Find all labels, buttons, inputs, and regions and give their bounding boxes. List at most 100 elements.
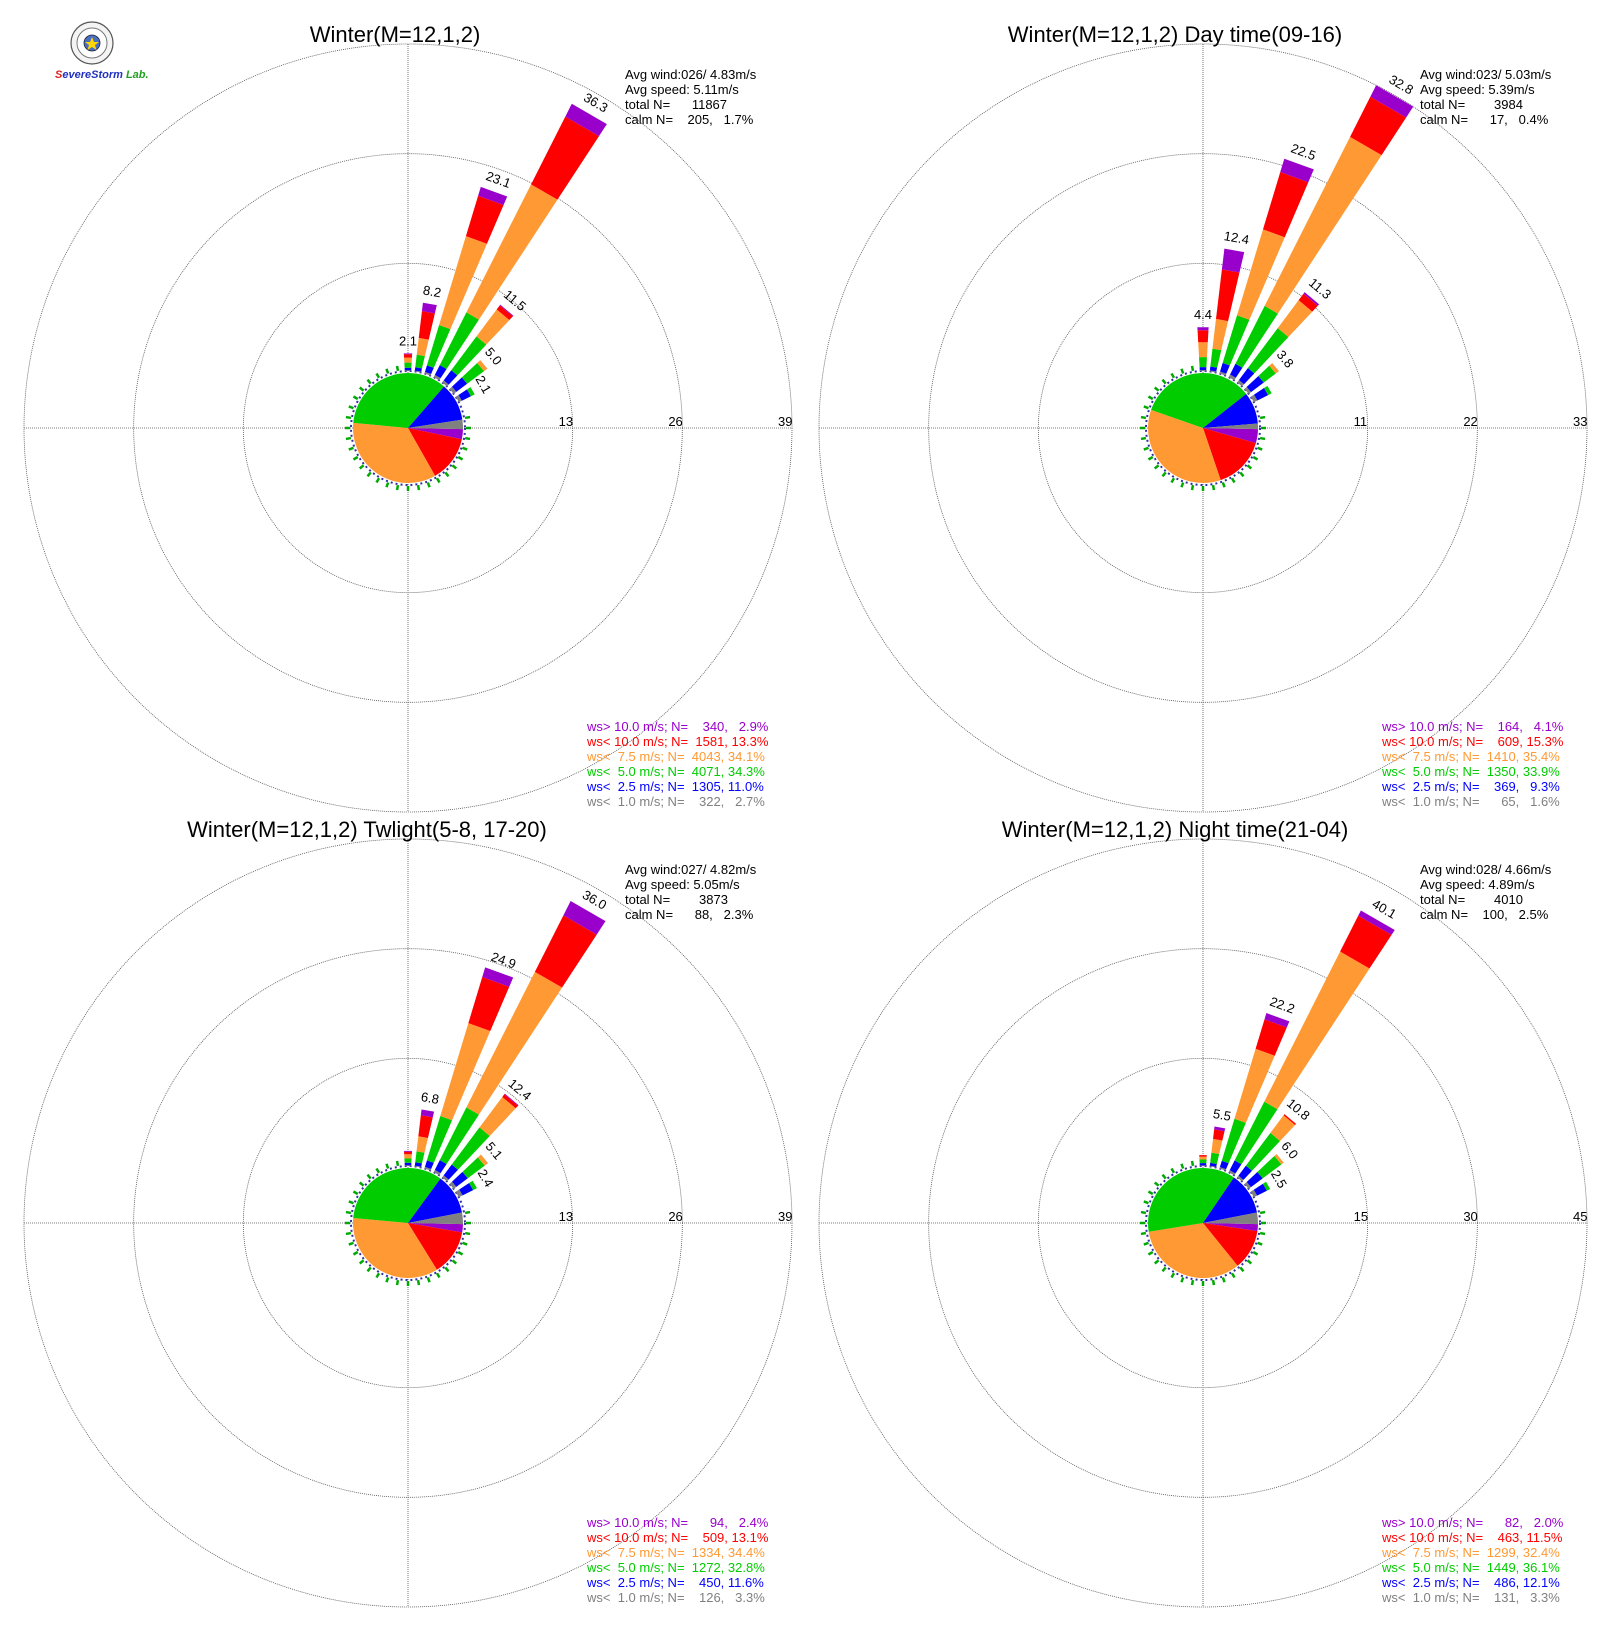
petal-segment: [1269, 363, 1279, 374]
stat-line: calm N= 88, 2.3%: [625, 907, 754, 922]
petal-segment: [1303, 292, 1320, 306]
petal-segment: [449, 1181, 457, 1189]
pie-slice: [408, 386, 463, 428]
range-ring-label: 33: [1573, 414, 1587, 429]
direction-tick: [358, 386, 365, 392]
panel-title: Winter(M=12,1,2) Twlight(5-8, 17-20): [187, 817, 547, 842]
pie-slice: [1148, 1168, 1234, 1232]
pie-slice: [408, 1212, 464, 1225]
direction-tick: [1170, 477, 1176, 484]
petal-segment: [424, 1166, 432, 1171]
direction-tick: [345, 1231, 352, 1236]
petal-segment: [1254, 388, 1269, 401]
legend-entry: ws< 1.0 m/s; N= 322, 2.7%: [586, 794, 765, 809]
petal-total-label: 40.1: [1370, 896, 1399, 922]
stat-line: Avg wind:023/ 5.03m/s: [1420, 67, 1552, 82]
direction-tick: [395, 484, 400, 491]
petal-segment: [442, 380, 449, 387]
direction-tick: [366, 378, 372, 385]
petal-segment: [1274, 1153, 1284, 1165]
direction-tick: [1161, 1266, 1167, 1273]
direction-tick: [435, 1272, 441, 1279]
petal-segment: [1350, 96, 1407, 156]
logo-letters: S: [55, 69, 63, 81]
petal-segment: [424, 371, 432, 376]
direction-tick: [1221, 1277, 1226, 1283]
petal-segment: [424, 365, 434, 375]
direction-tick: [348, 1241, 354, 1246]
direction-tick: [1143, 1200, 1149, 1205]
legend-entry: ws< 5.0 m/s; N= 4071, 34.3%: [586, 764, 765, 779]
petal-total-label: 36.3: [581, 90, 610, 116]
pie-slice: [1203, 1223, 1258, 1232]
petal-total-label: 22.2: [1268, 994, 1297, 1017]
direction-tick: [1239, 471, 1245, 478]
direction-tick: [1153, 386, 1160, 392]
direction-tick: [352, 455, 359, 461]
petal-segment: [1209, 1165, 1217, 1168]
direction-tick: [464, 436, 471, 441]
stat-line: Avg wind:028/ 4.66m/s: [1420, 862, 1552, 877]
legend-entry: ws< 7.5 m/s; N= 1410, 35.4%: [1381, 749, 1560, 764]
range-ring: [928, 948, 1478, 1498]
direction-tick: [451, 1259, 458, 1265]
petal-segment: [502, 1094, 519, 1109]
petal-segment: [455, 1189, 463, 1198]
legend-entry: ws> 10.0 m/s; N= 340, 2.9%: [586, 719, 769, 734]
stat-line: calm N= 205, 1.7%: [625, 112, 754, 127]
pie-slice: [408, 428, 463, 440]
direction-tick: [1161, 1173, 1167, 1180]
stat-line: calm N= 17, 0.4%: [1420, 112, 1549, 127]
petal-segment: [1212, 318, 1229, 351]
direction-tick: [1180, 368, 1185, 374]
direction-tick: [1211, 1279, 1216, 1286]
direction-tick: [1211, 484, 1216, 491]
range-ring-label: 26: [668, 414, 682, 429]
petal-segment: [1262, 172, 1309, 238]
petal-segment: [1214, 1126, 1226, 1132]
petal-segment: [534, 915, 597, 988]
petal-segment: [1244, 386, 1252, 394]
petal-segment: [1270, 1115, 1296, 1141]
petal-segment: [449, 386, 457, 394]
direction-tick: [1180, 482, 1185, 488]
logo-letters: torm: [98, 69, 123, 81]
range-ring: [928, 153, 1478, 703]
legend-entry: ws> 10.0 m/s; N= 164, 4.1%: [1381, 719, 1564, 734]
petal-segment: [1264, 136, 1382, 314]
petal-segment: [466, 387, 475, 397]
direction-tick: [1257, 446, 1263, 451]
direction-tick: [457, 1250, 464, 1256]
panel-title: Winter(M=12,1,2) Day time(09-16): [1008, 22, 1342, 47]
petal-segment: [1209, 1162, 1217, 1167]
petal-segment: [565, 103, 607, 137]
direction-tick: [1259, 1231, 1266, 1236]
range-ring: [1037, 1057, 1369, 1389]
stat-line: total N= 3984: [1420, 97, 1523, 112]
petal-segment: [1264, 1013, 1290, 1028]
petal-total-label: 4.4: [1194, 307, 1212, 322]
petal-segment: [504, 1093, 519, 1106]
legend-entry: ws< 1.0 m/s; N= 126, 3.3%: [586, 1590, 765, 1605]
petal-segment: [426, 324, 451, 368]
direction-tick: [366, 1173, 372, 1180]
petal-segment: [1258, 365, 1276, 383]
direction-tick: [1153, 464, 1160, 470]
petal-segment: [404, 357, 412, 363]
direction-tick: [375, 372, 381, 379]
direction-tick: [1170, 1272, 1176, 1279]
petal-segment: [1199, 357, 1207, 368]
petal-segment: [404, 367, 412, 371]
petal-segment: [1199, 370, 1207, 372]
petal-segment: [416, 1136, 428, 1153]
legend-entry: ws< 5.0 m/s; N= 1272, 32.8%: [586, 1560, 765, 1575]
direction-tick: [426, 1277, 431, 1283]
petal-total-label: 12.4: [1223, 228, 1251, 247]
direction-tick: [375, 1167, 381, 1174]
petal-segment: [403, 1150, 413, 1152]
petal-segment: [439, 1107, 479, 1165]
petal-segment: [1211, 1138, 1223, 1154]
direction-tick: [375, 1272, 381, 1279]
petal-segment: [1228, 1170, 1236, 1176]
petal-segment: [420, 1109, 435, 1118]
